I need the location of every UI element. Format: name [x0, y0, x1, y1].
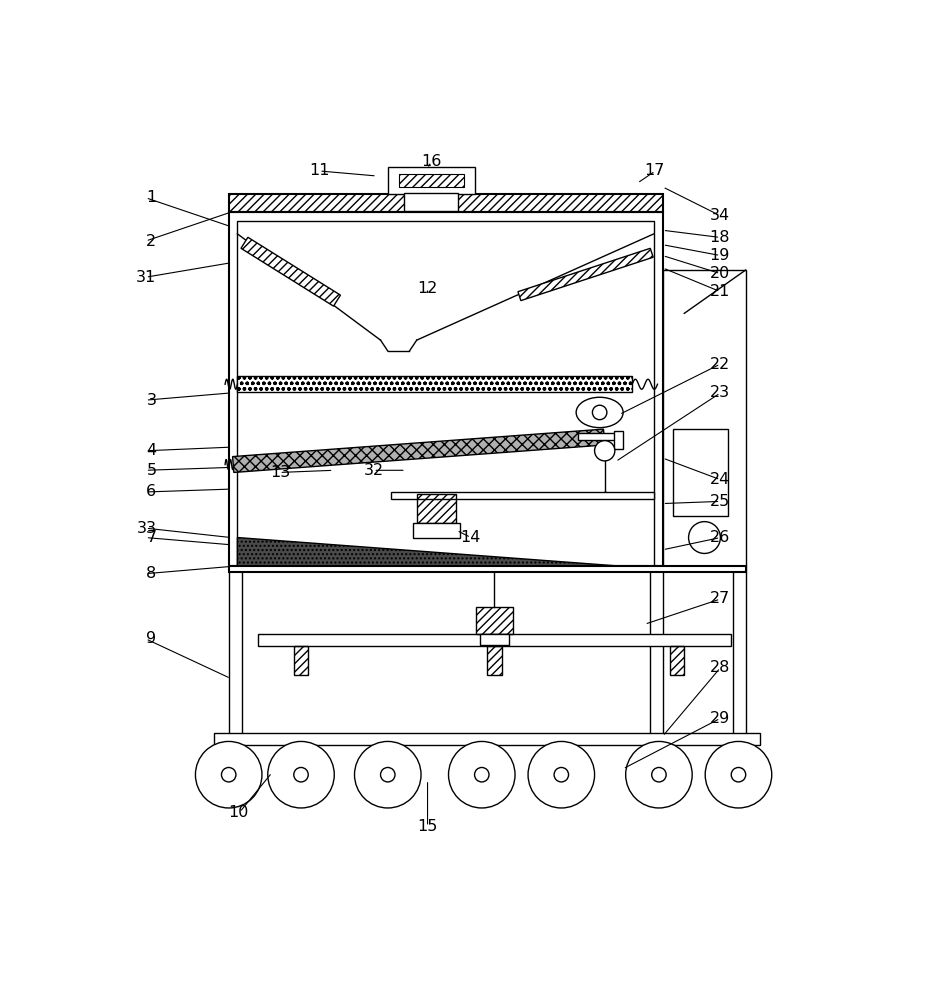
Circle shape — [268, 741, 334, 808]
Text: 21: 21 — [710, 284, 730, 299]
Bar — [670, 646, 684, 675]
Text: 14: 14 — [461, 530, 481, 545]
Text: 10: 10 — [229, 805, 249, 820]
Circle shape — [528, 741, 594, 808]
Text: 16: 16 — [421, 154, 441, 169]
Circle shape — [475, 767, 489, 782]
Bar — [477, 607, 512, 634]
Text: 31: 31 — [136, 270, 157, 285]
Bar — [237, 376, 633, 392]
Circle shape — [355, 741, 421, 808]
Circle shape — [705, 741, 772, 808]
Circle shape — [652, 767, 666, 782]
Bar — [578, 433, 621, 440]
Bar — [229, 194, 662, 212]
Polygon shape — [241, 237, 341, 306]
Bar — [229, 566, 745, 572]
Bar — [404, 193, 458, 211]
Bar — [398, 174, 464, 187]
Text: 6: 6 — [146, 484, 157, 499]
Circle shape — [294, 767, 308, 782]
Bar — [229, 212, 662, 566]
Text: 20: 20 — [710, 266, 730, 281]
Text: 12: 12 — [417, 281, 438, 296]
Circle shape — [626, 741, 692, 808]
Circle shape — [594, 441, 615, 461]
Bar — [487, 646, 502, 675]
Polygon shape — [237, 538, 625, 566]
Text: 18: 18 — [710, 230, 730, 245]
Bar — [674, 429, 728, 516]
Text: 7: 7 — [146, 530, 157, 545]
Text: 8: 8 — [146, 566, 157, 581]
Text: 33: 33 — [136, 521, 157, 536]
Bar — [258, 634, 731, 646]
Text: 28: 28 — [710, 660, 730, 675]
Text: 13: 13 — [270, 465, 290, 480]
Text: 15: 15 — [417, 819, 438, 834]
Text: 26: 26 — [710, 530, 730, 545]
Text: 27: 27 — [710, 591, 730, 606]
Text: 22: 22 — [710, 357, 730, 372]
Text: 32: 32 — [364, 463, 384, 478]
Ellipse shape — [577, 397, 623, 428]
Bar — [732, 566, 745, 736]
Text: 3: 3 — [146, 393, 157, 408]
Text: 19: 19 — [710, 248, 730, 263]
Text: 5: 5 — [146, 463, 157, 478]
Text: 17: 17 — [645, 163, 665, 178]
Bar — [229, 566, 242, 736]
Polygon shape — [232, 429, 605, 472]
Text: 34: 34 — [710, 208, 730, 223]
Bar — [649, 566, 662, 736]
Bar — [388, 167, 475, 194]
Circle shape — [592, 405, 606, 420]
Circle shape — [221, 767, 236, 782]
Text: 2: 2 — [146, 234, 157, 249]
Text: 1: 1 — [146, 190, 157, 205]
Text: 25: 25 — [710, 494, 730, 509]
Bar — [614, 431, 623, 449]
Circle shape — [731, 767, 745, 782]
Circle shape — [449, 741, 515, 808]
Bar — [480, 634, 508, 645]
Polygon shape — [518, 248, 653, 301]
Text: 23: 23 — [710, 385, 730, 400]
Text: 11: 11 — [310, 163, 330, 178]
Circle shape — [381, 767, 395, 782]
Circle shape — [195, 741, 262, 808]
Text: 4: 4 — [146, 443, 157, 458]
Bar — [392, 492, 654, 499]
Text: 29: 29 — [710, 711, 730, 726]
Bar — [237, 221, 654, 566]
Bar — [294, 646, 308, 675]
Bar — [215, 733, 760, 745]
Bar — [662, 270, 745, 566]
Bar — [413, 523, 460, 538]
Text: 9: 9 — [146, 631, 157, 646]
Circle shape — [554, 767, 568, 782]
Text: 24: 24 — [710, 472, 730, 487]
Circle shape — [689, 522, 720, 553]
Bar — [417, 494, 456, 523]
